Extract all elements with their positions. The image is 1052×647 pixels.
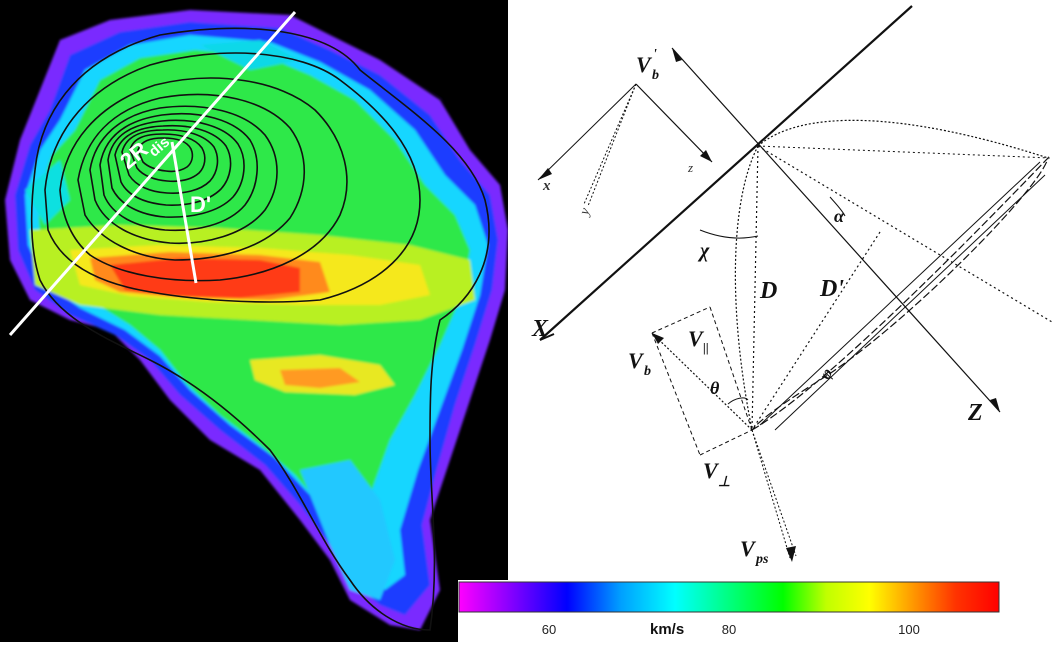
vb-box-bottom	[699, 429, 753, 456]
distance-line	[170, 141, 198, 284]
label-d-prime-map: D'	[190, 192, 211, 217]
colorbar-tick-label: 100	[898, 622, 920, 637]
colorbar-ticks: 60 80 100	[542, 622, 920, 637]
map-cyan-patch	[25, 160, 70, 225]
geometry-diagram	[537, 5, 1052, 562]
contour-6	[99, 112, 258, 232]
label-vb-prime: V	[636, 52, 653, 77]
label-small-y: y	[577, 205, 594, 219]
contour-4	[77, 93, 305, 261]
label-v-parallel: V	[688, 326, 705, 351]
z-arrowhead	[990, 398, 1000, 412]
line-d	[751, 145, 759, 431]
map-orange-lower	[280, 368, 360, 388]
colorbar: 60 80 100 km/s	[458, 580, 1052, 642]
orbit-line-1	[759, 161, 1041, 426]
label-v-perp: V	[703, 458, 720, 483]
label-vb-sub: b	[644, 364, 651, 379]
small-z-arrowhead	[700, 150, 712, 162]
label-vps-sub: ps	[755, 552, 769, 567]
x-axis-line	[539, 5, 913, 341]
contour-5	[89, 105, 278, 245]
contour-8	[114, 124, 232, 206]
label-x-axis: X	[531, 316, 549, 342]
contour-outer	[30, 27, 490, 631]
diameter-line	[8, 11, 297, 336]
label-d: D	[759, 278, 777, 304]
z-axis-line	[671, 47, 1001, 413]
label-v-perp-sub: ⊥	[718, 475, 730, 490]
contour-10	[129, 133, 206, 183]
map-tail	[300, 460, 395, 600]
map-contours	[30, 27, 490, 631]
map-red	[110, 258, 300, 298]
colorbar-tick-label: 80	[722, 622, 736, 637]
contour-9	[121, 129, 219, 194]
small-y-axis	[587, 83, 637, 207]
label-alpha: α	[834, 206, 845, 226]
arc-left	[734, 145, 759, 431]
vps-line-1	[751, 429, 791, 559]
colorbar-unit: km/s	[650, 621, 684, 638]
vb-box-left	[651, 332, 701, 456]
vps-arrowhead	[786, 546, 796, 562]
vb-box-right	[709, 306, 753, 431]
contour-3	[59, 77, 348, 282]
label-vb-prime-sup: '	[653, 47, 657, 62]
line-d-prime	[751, 231, 881, 431]
alpha-arc	[829, 196, 846, 217]
label-small-z: z	[687, 160, 693, 175]
line-top	[757, 145, 1051, 159]
map-black-lower-left	[0, 360, 340, 642]
chi-arc	[699, 229, 759, 239]
small-x-axis	[537, 83, 637, 181]
vb-arrowhead	[652, 333, 664, 344]
orbit-line-2	[774, 174, 1046, 431]
x-axis-end	[539, 333, 555, 341]
orbit-ellipse	[751, 155, 1050, 431]
vb-prime-arrowhead	[672, 48, 682, 62]
map-cyan-patch-top	[200, 40, 300, 70]
contour-2	[44, 52, 421, 303]
velocity-map: 2R dis D'	[0, 0, 508, 642]
label-z-axis: Z	[967, 400, 983, 426]
label-v-parallel-sub: ||	[703, 340, 709, 355]
label-vb: V	[628, 348, 645, 373]
label-vps: V	[740, 536, 757, 561]
contour-7	[107, 119, 245, 218]
map-black-top-right	[330, 0, 508, 150]
theta-arc	[727, 397, 749, 405]
contour-11	[137, 137, 194, 173]
geometry-labels: V b ' z x y χ α D D' X Z V || V b θ V ⊥ …	[531, 47, 983, 567]
vb-box-top	[651, 306, 711, 334]
map-black-top-left	[0, 0, 60, 100]
label-d-prime: D'	[819, 276, 844, 302]
small-z-axis	[635, 83, 713, 163]
label-chi: χ	[697, 240, 710, 262]
label-small-x: x	[542, 178, 551, 194]
vb-vector	[651, 332, 753, 431]
colorbar-gradient	[458, 581, 1000, 613]
colorbar-tick-label: 60	[542, 622, 556, 637]
small-y-axis-2	[583, 83, 637, 205]
map-black-lower-right	[440, 380, 508, 642]
label-vb-prime-sub: b	[652, 68, 659, 83]
label-theta: θ	[710, 378, 720, 398]
line-alpha-ray	[757, 145, 1052, 323]
vps-line-2	[751, 429, 797, 557]
small-x-arrowhead	[538, 168, 552, 180]
